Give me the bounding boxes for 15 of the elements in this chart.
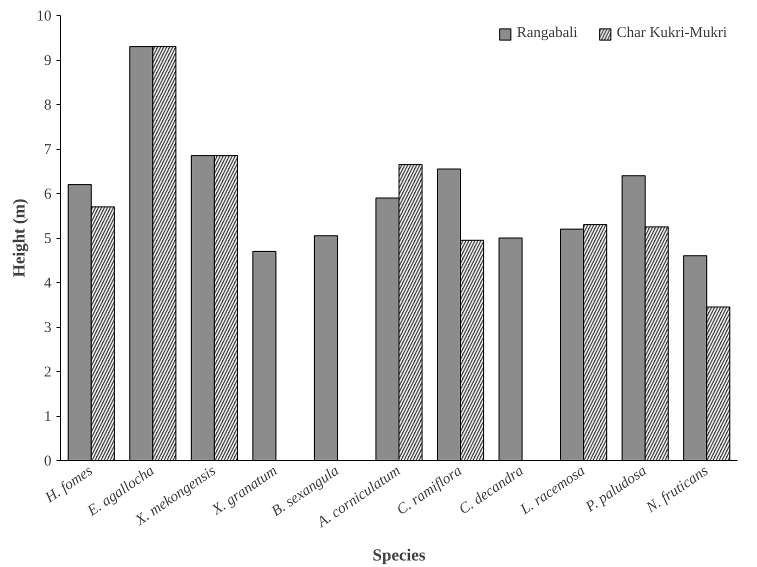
legend-label: Rangabali [516,25,578,42]
y-tick-label: 6 [44,186,52,202]
y-tick-label: 0 [44,454,52,470]
y-tick-label: 7 [44,142,52,158]
y-tick-label: 2 [44,364,52,380]
y-tick-label: 1 [44,409,52,425]
y-tick-label: 10 [36,8,52,24]
legend-label: Char Kukri-Mukri [616,25,727,42]
y-tick-label: 8 [44,98,52,114]
y-tick-label: 5 [44,231,52,247]
y-tick-label: 3 [44,320,52,336]
x-axis-title: Species [372,545,426,564]
y-tick-label: 4 [44,276,52,292]
y-axis-title: Height (m) [10,198,28,278]
y-tick-label: 9 [44,53,52,69]
